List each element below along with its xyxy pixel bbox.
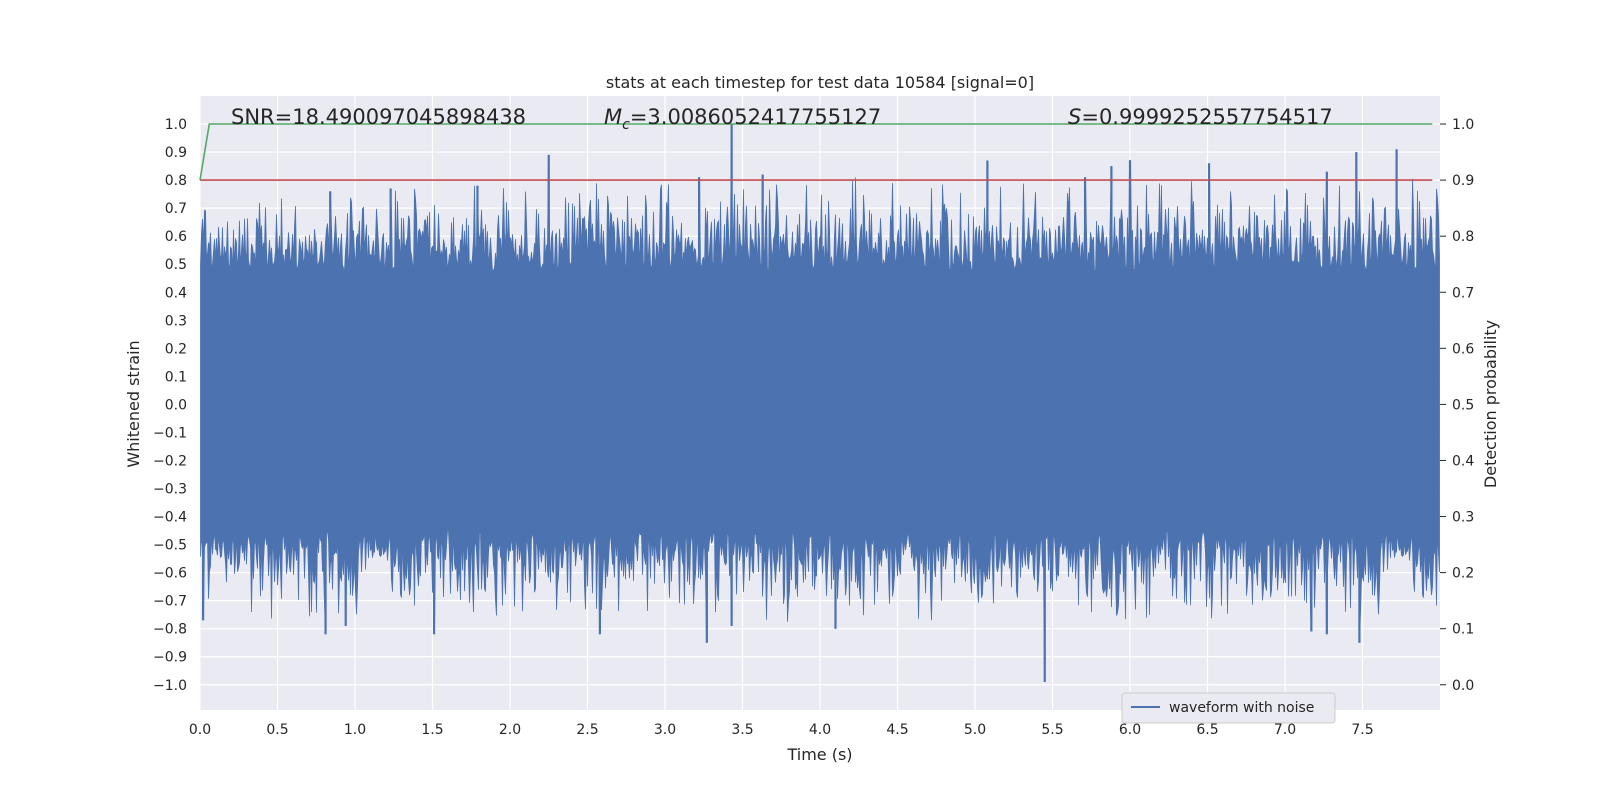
y-axis-ticks: 1.0 0.9 0.8 0.7 0.6 0.5 0.4 0.3 0.2 0.1 0.0 −0.1 −0.…: [153, 117, 187, 694]
right-y-tick-label: 0.8: [1452, 229, 1474, 245]
chirp-mass-subscript: c: [622, 117, 630, 133]
y-tick-label: 0.9: [165, 145, 187, 161]
x-tick-label: 2.5: [576, 722, 598, 738]
legend: waveform with noise: [1121, 692, 1336, 724]
x-tick-label: 1.5: [421, 722, 443, 738]
y-tick-label: 0.0: [165, 397, 187, 413]
y-tick-label: −1.0: [153, 678, 187, 694]
right-y-tick-label: 0.5: [1452, 397, 1474, 413]
x-tick-label: 4.0: [809, 722, 831, 738]
chart-title: stats at each timestep for test data 105…: [606, 73, 1034, 92]
y-tick-label: −0.9: [153, 650, 187, 666]
legend-box: [1121, 692, 1336, 724]
right-y-tick-label: 0.0: [1452, 678, 1474, 694]
chirp-mass-annotation: Mc=3.0086052417755127: [604, 105, 881, 133]
y-tick-label: −0.8: [153, 622, 187, 638]
x-axis-label: Time (s): [786, 745, 852, 764]
x-tick-label: 7.5: [1351, 722, 1373, 738]
y-tick-label: 0.3: [165, 313, 187, 329]
chirp-mass-symbol: M: [604, 105, 622, 129]
y-tick-label: −0.4: [153, 510, 187, 526]
x-tick-label: 1.0: [344, 722, 366, 738]
x-tick-label: 7.0: [1274, 722, 1296, 738]
snr-annotation: SNR=18.490097045898438: [231, 105, 526, 129]
y-tick-label: −0.3: [153, 482, 187, 498]
y-tick-label: 0.1: [165, 369, 187, 385]
x-tick-label: 5.0: [964, 722, 986, 738]
x-tick-label: 3.5: [731, 722, 753, 738]
y-axis-label: Whitened strain: [124, 340, 143, 467]
x-tick-label: 3.0: [654, 722, 676, 738]
legend-label: waveform with noise: [1169, 700, 1314, 716]
x-tick-label: 4.5: [886, 722, 908, 738]
waveform-series: [200, 123, 1440, 683]
y-tick-label: −0.1: [153, 425, 187, 441]
y-tick-label: 1.0: [165, 117, 187, 133]
y-tick-label: 0.4: [165, 285, 187, 301]
y-tick-label: −0.7: [153, 594, 187, 610]
right-y-tick-label: 0.2: [1452, 566, 1474, 582]
x-tick-label: 6.0: [1119, 722, 1141, 738]
right-y-tick-label: 0.3: [1452, 510, 1474, 526]
x-tick-label: 0.0: [189, 722, 211, 738]
x-tick-label: 0.5: [266, 722, 288, 738]
y-tick-label: −0.6: [153, 566, 187, 582]
y-tick-label: 0.2: [165, 341, 187, 357]
right-y-tick-label: 1.0: [1452, 117, 1474, 133]
x-tick-label: 6.5: [1196, 722, 1218, 738]
y-tick-label: −0.2: [153, 453, 187, 469]
y-tick-label: −0.5: [153, 538, 187, 554]
y-tick-label: 0.5: [165, 257, 187, 273]
y-tick-label: 0.8: [165, 173, 187, 189]
x-tick-label: 5.5: [1041, 722, 1063, 738]
detection-probability-line: [199, 123, 1433, 181]
score-symbol: S: [1068, 105, 1081, 129]
y-tick-label: 0.6: [165, 229, 187, 245]
right-y-tick-label: 0.6: [1452, 341, 1474, 357]
right-y-tick-label: 0.7: [1452, 285, 1474, 301]
right-y-tick-label: 0.4: [1452, 453, 1474, 469]
chirp-mass-value: =3.0086052417755127: [630, 105, 881, 129]
right-y-axis-label: Detection probability: [1481, 320, 1500, 488]
right-axis-series: [199, 123, 1433, 181]
score-annotation: S=0.9999252557754517: [1068, 105, 1333, 129]
right-y-axis-ticks: 1.0 0.9 0.8 0.7 0.6 0.5 0.4 0.3 0.2 0.1 0.0: [1440, 117, 1474, 694]
x-tick-label: 2.0: [499, 722, 521, 738]
right-y-tick-label: 0.9: [1452, 173, 1474, 189]
y-tick-label: 0.7: [165, 201, 187, 217]
score-value: =0.9999252557754517: [1081, 105, 1332, 129]
right-y-tick-label: 0.1: [1452, 622, 1474, 638]
x-axis-ticks: 0.0 0.5 1.0 1.5 2.0 2.5 3.0 3.5 4.0 4.5 5.0 5.5 6.0 6…: [189, 722, 1374, 738]
